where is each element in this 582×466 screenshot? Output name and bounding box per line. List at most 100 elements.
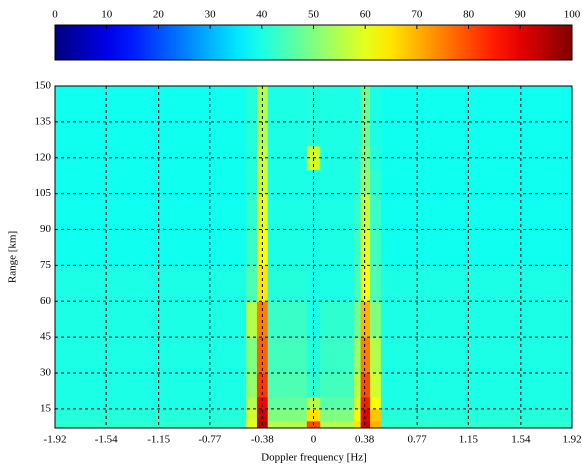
y-tick-label: 120 bbox=[35, 151, 52, 163]
heat-cell bbox=[267, 193, 308, 230]
y-tick-label: 60 bbox=[40, 295, 52, 307]
heat-cell bbox=[320, 420, 355, 429]
heat-cell bbox=[370, 86, 382, 147]
heat-cell bbox=[370, 408, 382, 422]
heat-cell bbox=[267, 420, 308, 429]
heat-cell bbox=[246, 420, 258, 429]
heat-cell bbox=[256, 265, 269, 302]
heat-cell bbox=[360, 408, 371, 422]
heat-cell bbox=[267, 145, 308, 171]
heat-cell bbox=[320, 301, 355, 338]
heat-cell bbox=[353, 372, 362, 398]
heat-cell bbox=[267, 265, 308, 302]
heat-cell bbox=[246, 301, 258, 338]
heat-cell bbox=[246, 408, 258, 422]
heat-cell bbox=[306, 372, 321, 398]
colorbar-fill bbox=[54, 24, 573, 61]
heat-cell bbox=[370, 372, 382, 398]
heat-cell bbox=[360, 193, 371, 230]
heat-cell bbox=[246, 86, 258, 147]
heat-cell bbox=[370, 229, 382, 266]
heat-cell bbox=[380, 265, 573, 302]
heat-cell bbox=[353, 301, 362, 338]
heat-cell bbox=[370, 420, 382, 429]
heat-cell bbox=[353, 396, 362, 410]
heat-cell bbox=[55, 169, 247, 195]
heat-cell bbox=[353, 337, 362, 374]
heat-cell bbox=[246, 265, 258, 302]
heat-cell bbox=[320, 169, 355, 195]
colorbar-tick-label: 50 bbox=[308, 9, 320, 21]
heat-cell bbox=[370, 169, 382, 195]
heat-cell bbox=[256, 193, 269, 230]
heat-cell bbox=[55, 193, 247, 230]
colorbar-tick-label: 30 bbox=[205, 9, 217, 21]
heat-cell bbox=[306, 337, 321, 374]
heat-cell bbox=[320, 229, 355, 266]
heat-cell bbox=[55, 337, 247, 374]
heat-cell bbox=[267, 301, 308, 338]
heat-cell bbox=[256, 229, 269, 266]
heat-cell bbox=[370, 396, 382, 410]
y-tick-label: 15 bbox=[40, 402, 52, 414]
heat-cell bbox=[55, 372, 247, 398]
heat-cell bbox=[320, 408, 355, 422]
heat-cell bbox=[370, 337, 382, 374]
heat-cell bbox=[246, 372, 258, 398]
heat-cell bbox=[256, 396, 269, 410]
heat-cell bbox=[380, 193, 573, 230]
heat-cell bbox=[55, 420, 247, 429]
heat-cell bbox=[360, 265, 371, 302]
heat-cell bbox=[380, 396, 573, 410]
heat-cell bbox=[267, 169, 308, 195]
heat-cell bbox=[380, 337, 573, 374]
x-tick-label: -0.38 bbox=[251, 434, 274, 446]
y-tick-label: 75 bbox=[40, 259, 52, 271]
heat-cell bbox=[246, 145, 258, 171]
heat-cell bbox=[256, 169, 269, 195]
heat-cell bbox=[55, 396, 247, 410]
heat-cell bbox=[360, 337, 371, 374]
heat-cell bbox=[360, 420, 371, 429]
x-tick-label: -1.15 bbox=[147, 434, 170, 446]
axes: -1.92 -1.54 -1.15 -0.77 -0.38 0 0.38 0.77 1.15 1.… bbox=[35, 80, 582, 446]
x-tick-label: 1.92 bbox=[562, 434, 581, 446]
heat-cell bbox=[353, 420, 362, 429]
x-tick-label: 1.54 bbox=[511, 434, 531, 446]
colorbar-tick-label: 90 bbox=[515, 9, 527, 21]
heat-cell bbox=[380, 301, 573, 338]
heat-cell bbox=[380, 86, 573, 147]
y-tick-label: 105 bbox=[35, 187, 52, 199]
heat-cell bbox=[380, 372, 573, 398]
heat-cell bbox=[256, 145, 269, 171]
heat-cell bbox=[370, 301, 382, 338]
heat-cell bbox=[256, 301, 269, 338]
heat-cell bbox=[267, 229, 308, 266]
colorbar-tick-label: 80 bbox=[463, 9, 475, 21]
heat-cell bbox=[55, 86, 247, 147]
heat-cell bbox=[306, 169, 321, 195]
colorbar-tick-label: 0 bbox=[52, 9, 58, 21]
heat-cell bbox=[360, 229, 371, 266]
colorbar-tick-label: 40 bbox=[256, 9, 268, 21]
heat-cell bbox=[320, 396, 355, 410]
heat-cell bbox=[55, 265, 247, 302]
heat-cell bbox=[246, 337, 258, 374]
y-axis-label: Range [km] bbox=[7, 231, 19, 283]
x-tick-label: 0 bbox=[311, 434, 317, 446]
heat-cell bbox=[380, 229, 573, 266]
heat-cell bbox=[267, 86, 308, 147]
x-tick-label: 0.77 bbox=[408, 434, 428, 446]
heat-cell bbox=[360, 145, 371, 171]
x-axis-label: Doppler frequency [Hz] bbox=[261, 452, 367, 464]
heat-cell bbox=[320, 193, 355, 230]
colorbar-tick-label: 10 bbox=[101, 9, 113, 21]
heat-cell bbox=[306, 396, 321, 410]
heat-cell bbox=[360, 86, 371, 147]
heat-cell bbox=[380, 420, 573, 429]
x-tick-label: -1.92 bbox=[44, 434, 67, 446]
heat-cell bbox=[246, 229, 258, 266]
heat-cell bbox=[256, 408, 269, 422]
heat-cell bbox=[306, 193, 321, 230]
